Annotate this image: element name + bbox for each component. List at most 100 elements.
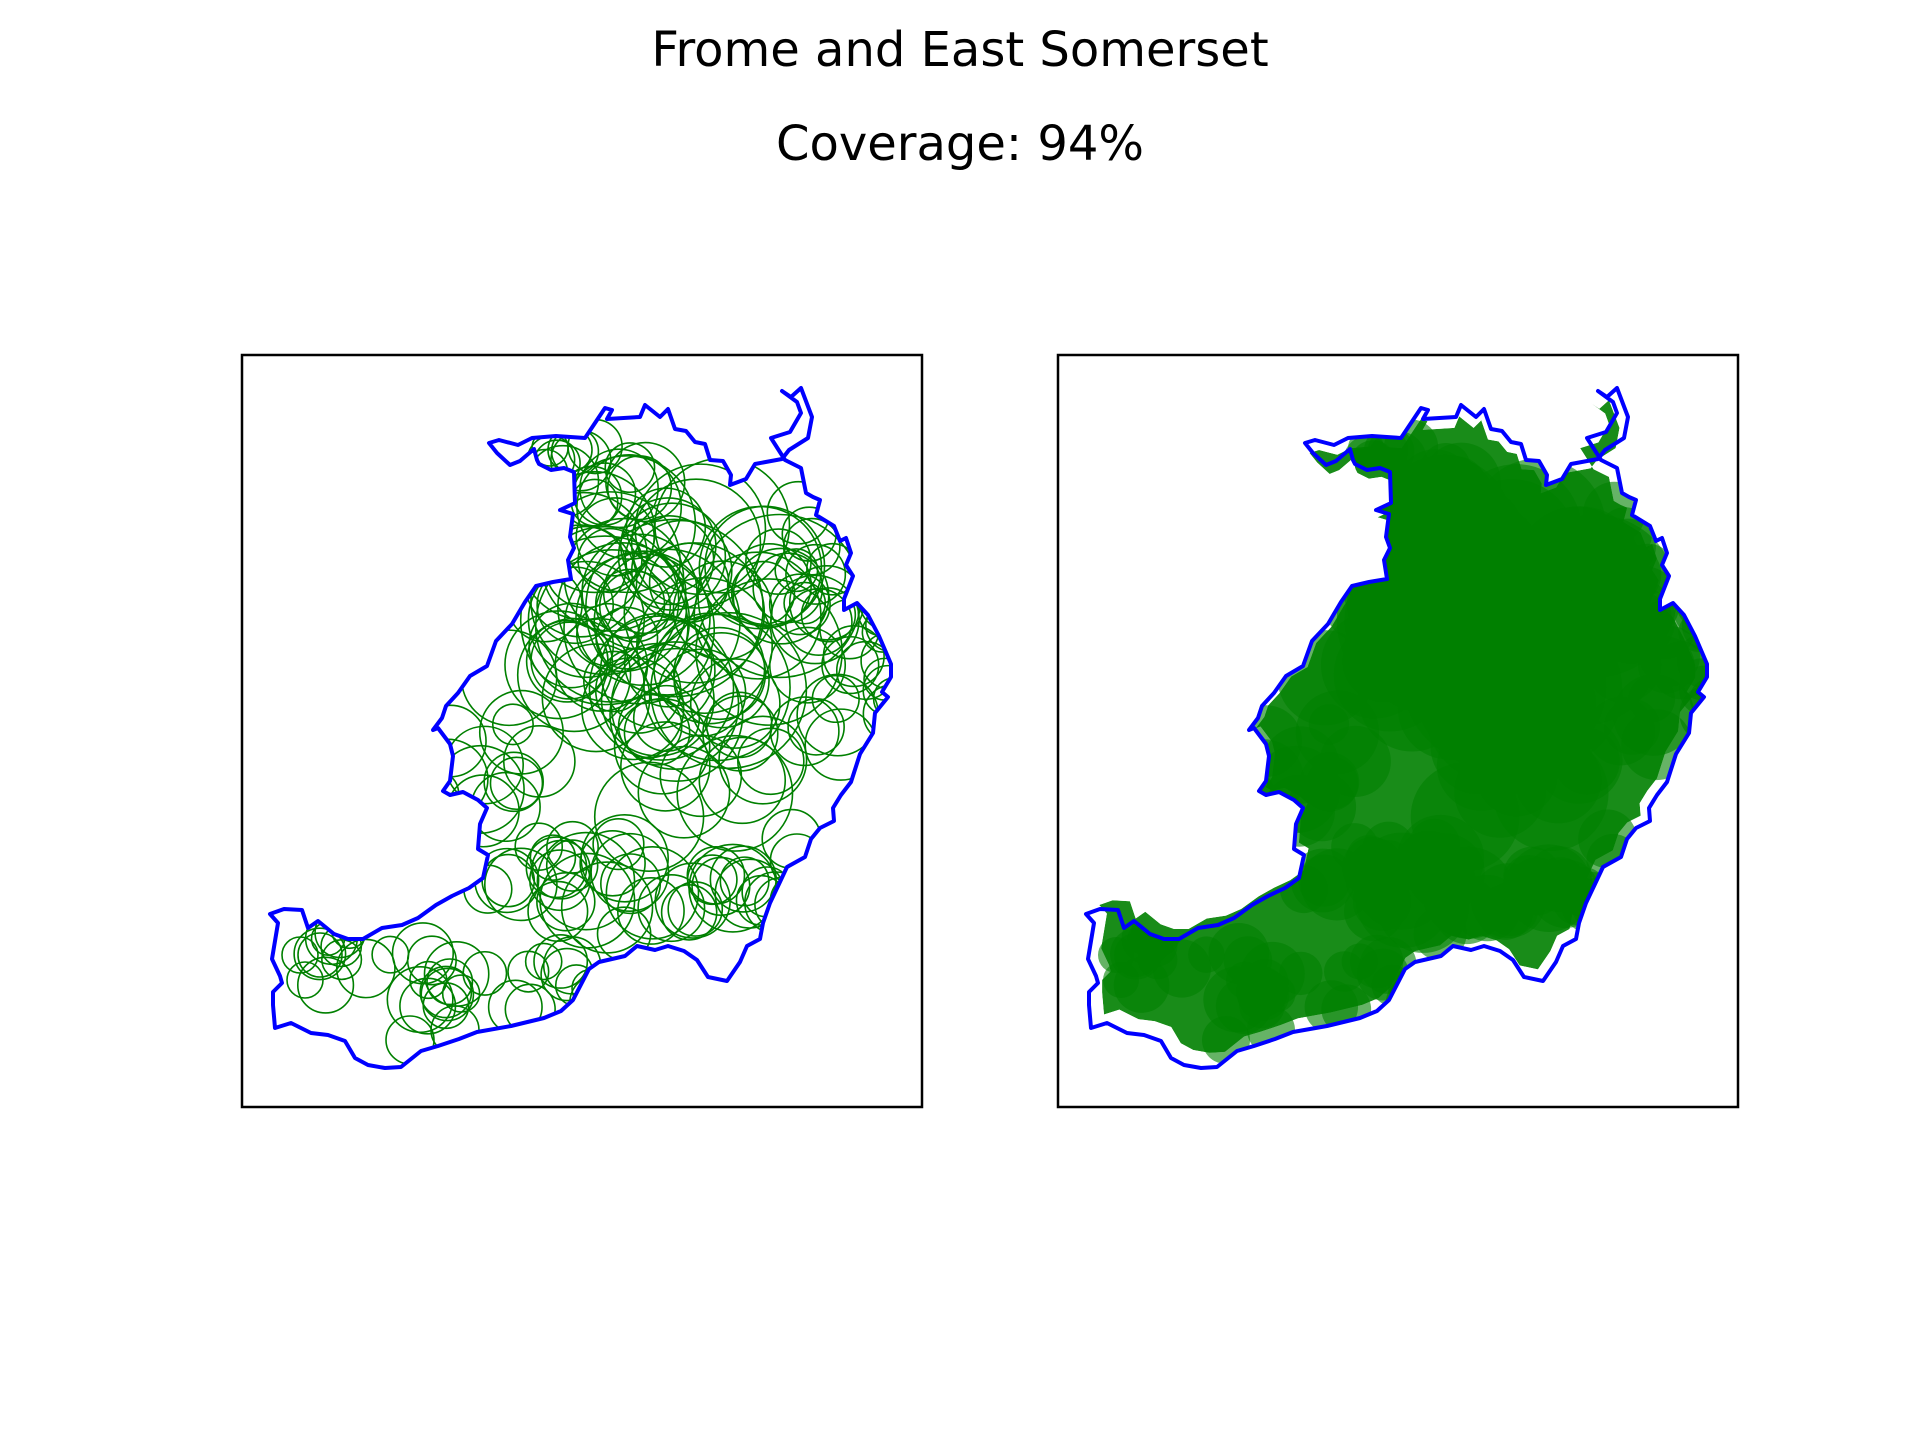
coverage-circle — [522, 448, 569, 495]
coverage-circle — [632, 684, 701, 753]
coverage-circle — [536, 831, 636, 931]
coverage-circle — [297, 932, 343, 978]
coverage-circle — [604, 442, 656, 494]
coverage-circle — [1561, 529, 1628, 595]
coverage-circle — [529, 849, 591, 912]
coverage-circle — [783, 581, 827, 625]
coverage-circle — [541, 643, 651, 753]
axes-frame — [1056, 353, 1740, 1109]
coverage-circle — [560, 861, 654, 954]
coverage-circle — [502, 725, 576, 798]
coverage-circle — [865, 598, 891, 653]
coverage-circle — [484, 847, 558, 922]
coverage-circle — [491, 703, 534, 746]
coverage-circle — [386, 965, 454, 1034]
coverage-circle — [785, 543, 847, 605]
coverage-circle — [598, 570, 672, 643]
coverage-circle — [1103, 962, 1139, 998]
coverage-circle — [419, 965, 473, 1019]
coverage-circle — [1536, 857, 1585, 906]
coverage-circle — [1279, 951, 1323, 996]
coverage-circle — [406, 935, 457, 986]
coverage-circle — [599, 612, 716, 729]
coverage-circle — [331, 912, 368, 950]
coverage-circle — [489, 756, 544, 811]
coverage-circle — [737, 727, 805, 796]
coverage-circle — [1261, 726, 1340, 804]
coverage-circle — [281, 936, 319, 974]
coverage-circle — [296, 956, 355, 1014]
left-map-panel — [240, 353, 924, 1109]
coverage-circle — [514, 822, 564, 871]
coverage-circle — [862, 684, 891, 744]
coverage-circle — [420, 967, 475, 1022]
axes-frame — [240, 353, 924, 1109]
coverage-circle — [673, 626, 767, 721]
coverage-circle — [483, 751, 544, 813]
coverage-circle — [636, 577, 774, 715]
coverage-circle — [423, 941, 490, 1007]
coverage-circle — [407, 738, 489, 820]
coverage-circle — [426, 958, 474, 1006]
coverage-circle — [686, 854, 738, 906]
coverage-circle — [630, 478, 762, 609]
coverage-circle — [660, 884, 718, 941]
coverage-circle — [650, 611, 808, 770]
coverage-circle — [1290, 848, 1355, 913]
coverage-circle — [588, 615, 735, 761]
right-map-panel — [1056, 353, 1740, 1109]
coverage-circle — [371, 935, 410, 974]
coverage-circle — [462, 950, 508, 996]
coverage-circle — [609, 647, 744, 783]
coverage-circle — [533, 933, 589, 989]
coverage-circle — [709, 845, 777, 913]
coverage-circle — [634, 463, 767, 596]
coverage-circle — [730, 560, 796, 626]
coverage-circle — [667, 881, 724, 937]
coverage-circle — [602, 550, 687, 635]
coverage-subtitle: Coverage: 94% — [775, 116, 1145, 172]
coverage-circle — [1371, 964, 1413, 1007]
coverage-circle — [524, 942, 563, 981]
coverage-circle — [698, 736, 787, 825]
coverage-circle — [585, 518, 764, 698]
coverage-circle — [529, 834, 577, 881]
region-boundary — [268, 386, 893, 1070]
coverage-circle — [545, 839, 599, 892]
coverage-circle — [768, 626, 847, 704]
coverage-circle — [1452, 577, 1589, 714]
coverage-circle — [821, 635, 880, 695]
coverage-circle — [600, 853, 662, 915]
coverage-circle — [1680, 658, 1707, 701]
coverage-circle — [592, 817, 645, 871]
coverage-circle — [579, 830, 646, 897]
coverage-circle — [784, 587, 853, 656]
coverage-circle — [528, 602, 615, 689]
coverage-circle — [1331, 823, 1379, 871]
coverage-circle — [624, 515, 715, 606]
coverage-circle — [536, 872, 596, 932]
coverage-circle — [637, 874, 706, 943]
coverage-circle — [1407, 833, 1485, 912]
coverage-circle — [605, 441, 686, 523]
coverage-circle — [1202, 1016, 1250, 1064]
coverage-circle — [527, 560, 646, 679]
figure-title: Frome and East Somerset — [651, 22, 1269, 78]
coverage-circle — [766, 480, 831, 545]
coverage-circle — [768, 573, 831, 636]
coverage-circle — [643, 613, 791, 762]
coverage-circle — [286, 961, 324, 999]
coverage-circle — [590, 832, 670, 912]
coverage-circle — [719, 856, 770, 907]
coverage-circle — [293, 927, 347, 981]
coverage-circle — [391, 922, 455, 985]
coverage-circle — [568, 973, 630, 1035]
coverage-circle — [1601, 588, 1668, 656]
coverage-circle — [676, 734, 794, 852]
coverage-circle — [858, 568, 891, 633]
coverage-circle — [536, 566, 615, 645]
coverage-circle — [800, 587, 857, 643]
coverage-circles-right — [1098, 419, 1707, 1064]
coverage-circle — [540, 491, 681, 632]
coverage-circle — [689, 658, 781, 749]
